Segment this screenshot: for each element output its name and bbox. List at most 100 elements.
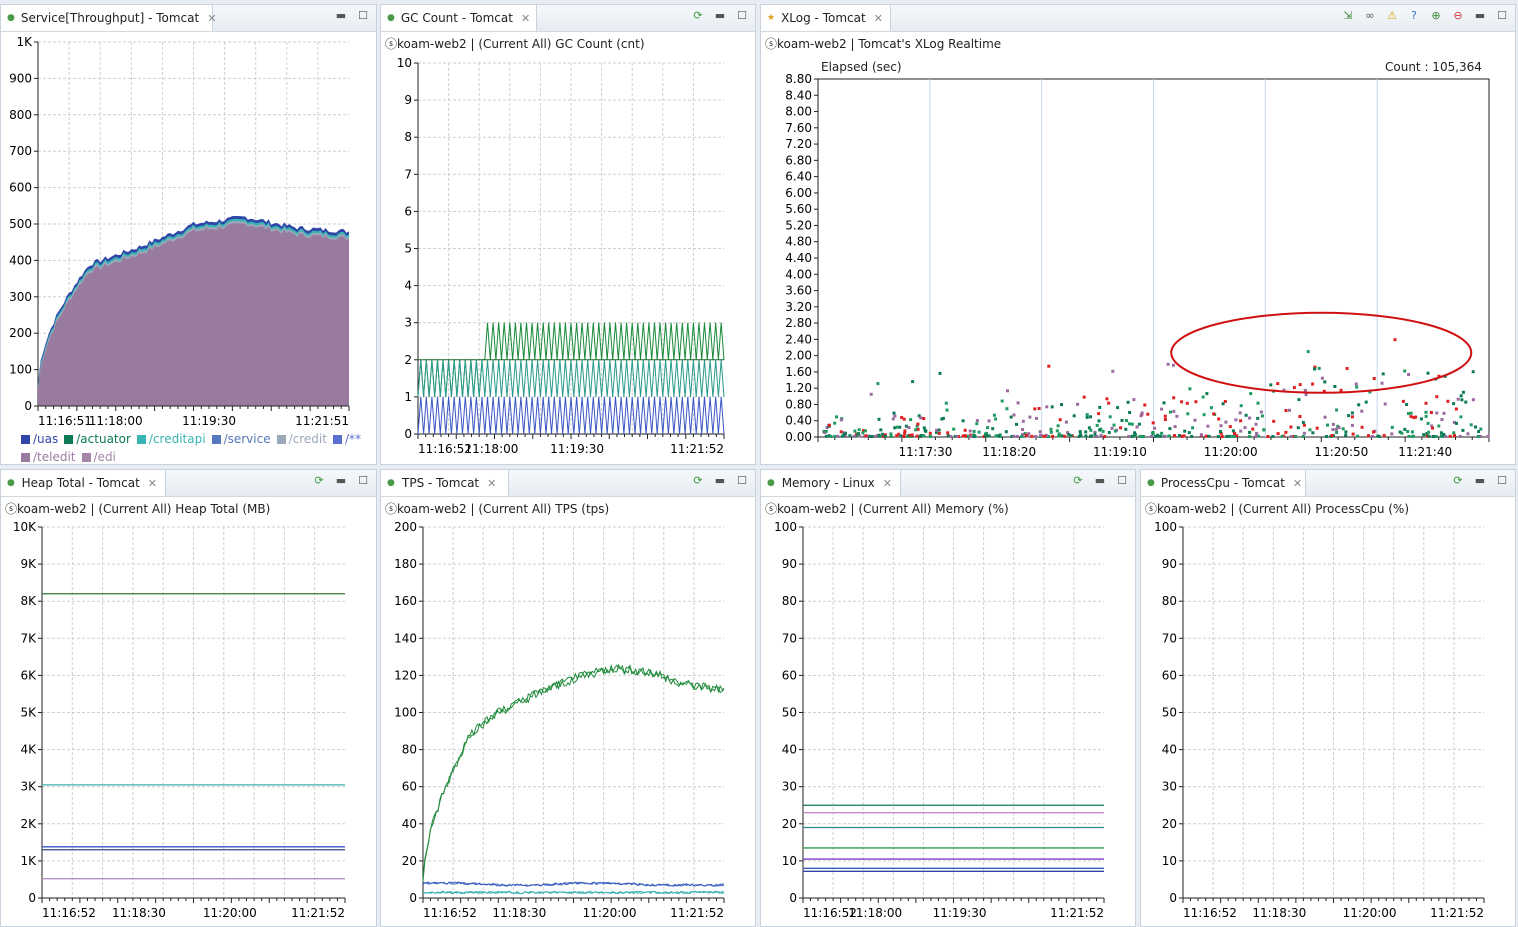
legend-label: /credit <box>288 432 327 446</box>
maximize-icon[interactable]: ☐ <box>358 474 368 487</box>
xlog-point <box>907 433 911 437</box>
maximize-icon[interactable]: ☐ <box>737 474 747 487</box>
legend-swatch <box>81 453 91 462</box>
y-tick-label: 2 <box>404 353 412 367</box>
zoom-in-icon[interactable]: ⊕ <box>1431 9 1441 22</box>
xlog-point <box>1201 395 1205 399</box>
minimize-icon[interactable]: ▬ <box>1474 9 1486 22</box>
close-icon[interactable]: ✕ <box>147 476 157 490</box>
xlog-point <box>1323 415 1327 419</box>
maximize-icon[interactable]: ☐ <box>358 9 368 22</box>
xlog-point <box>1383 402 1387 406</box>
xlog-point <box>1301 434 1305 438</box>
export-icon[interactable]: ⇲ <box>1343 9 1353 22</box>
maximize-icon[interactable]: ☐ <box>1117 474 1127 487</box>
xlog-point <box>1021 433 1025 436</box>
legend-item[interactable]: /actuator <box>64 431 131 448</box>
close-icon[interactable]: ✕ <box>487 476 497 490</box>
y-tick-label: 4.80 <box>785 235 812 249</box>
y-tick-label: 8 <box>404 130 412 144</box>
maximize-icon[interactable]: ☐ <box>1497 9 1507 22</box>
x-tick-label: 11:21:52 <box>1430 906 1484 920</box>
xlog-point <box>1143 403 1147 407</box>
legend-item[interactable]: /uas <box>21 431 58 448</box>
refresh-icon[interactable]: ⟳ <box>1453 474 1463 487</box>
refresh-icon[interactable]: ⟳ <box>1073 474 1083 487</box>
tab-xlog[interactable]: ★ XLog - Tomcat ✕ <box>761 5 891 31</box>
tab-throughput[interactable]: ● Service[Throughput] - Tomcat ✕ <box>1 5 217 31</box>
xlog-point <box>891 417 895 421</box>
y-tick-label: 70 <box>782 631 797 645</box>
xlog-point <box>1030 434 1034 438</box>
xlog-point <box>1331 422 1335 426</box>
xlog-point <box>952 427 956 431</box>
tab-tps[interactable]: ● TPS - Tomcat ✕ <box>381 470 509 496</box>
close-icon[interactable]: ✕ <box>1292 476 1303 490</box>
refresh-icon[interactable]: ⟳ <box>693 474 703 487</box>
legend-item[interactable]: /credit <box>276 431 327 448</box>
close-icon[interactable]: ✕ <box>207 11 217 25</box>
xlog-point <box>1082 395 1086 399</box>
tab-cpu[interactable]: ● ProcessCpu - Tomcat ✕ <box>1141 470 1306 496</box>
y-tick-label: 800 <box>9 108 32 122</box>
refresh-icon[interactable]: ⟳ <box>693 9 703 22</box>
close-icon[interactable]: ✕ <box>873 11 883 25</box>
xlog-point <box>1298 415 1302 418</box>
xlog-point <box>1282 434 1286 438</box>
xlog-point <box>1093 430 1097 434</box>
xlog-point <box>1055 429 1059 433</box>
xlog-point <box>903 431 907 435</box>
y-tick-label: 9K <box>20 557 37 571</box>
close-icon[interactable]: ✕ <box>882 476 892 490</box>
xlog-point <box>1160 431 1164 435</box>
xlog-point <box>914 428 918 432</box>
xlog-point <box>937 428 941 432</box>
xlog-point <box>1087 426 1091 430</box>
legend-item[interactable]: /** <box>332 431 361 448</box>
legend-item[interactable]: /service <box>211 431 271 448</box>
xlog-point <box>1084 434 1088 438</box>
minimize-icon[interactable]: ▬ <box>335 474 347 487</box>
minimize-icon[interactable]: ▬ <box>1094 474 1106 487</box>
minimize-icon[interactable]: ▬ <box>335 9 347 22</box>
zoom-out-icon[interactable]: ⊖ <box>1453 9 1463 22</box>
xlog-point <box>1012 413 1016 417</box>
xlog-point <box>910 433 914 437</box>
xlog-point <box>862 429 865 433</box>
xlog-point <box>1230 434 1233 438</box>
xlog-point <box>835 415 838 419</box>
maximize-icon[interactable]: ☐ <box>1497 474 1507 487</box>
link-icon[interactable]: ∞ <box>1365 9 1375 22</box>
warning-icon[interactable]: ⚠ <box>1387 9 1397 22</box>
tps-tabbar: ● TPS - Tomcat ✕ ⟳ ▬ ☐ <box>381 470 755 497</box>
minimize-icon[interactable]: ▬ <box>1474 474 1486 487</box>
minimize-icon[interactable]: ▬ <box>714 9 726 22</box>
legend-item[interactable]: /teledit <box>21 449 76 464</box>
xlog-point <box>1434 435 1438 438</box>
close-icon[interactable]: ✕ <box>520 11 531 25</box>
xlog-point <box>1308 428 1312 432</box>
tab-title: XLog - Tomcat <box>781 11 866 25</box>
legend-item[interactable]: /creditapi <box>136 431 206 448</box>
help-icon[interactable]: ? <box>1411 9 1417 22</box>
refresh-icon[interactable]: ⟳ <box>314 474 324 487</box>
xlog-point <box>1266 435 1270 438</box>
tab-memory[interactable]: ● Memory - Linux ✕ <box>761 470 901 496</box>
minimize-icon[interactable]: ▬ <box>714 474 726 487</box>
xlog-chart[interactable]: 8.80 8.40 8.00 7.60 7.20 6.80 6.40 6.00 5.60 5.20… <box>761 5 1516 465</box>
x-tick-label: 11:21:52 <box>670 442 724 456</box>
xlog-point <box>1099 433 1103 437</box>
x-tick-label: 11:16:51 <box>38 414 92 428</box>
tab-heap[interactable]: ● Heap Total - Tomcat ✕ <box>1 470 166 496</box>
xlog-point <box>1223 400 1227 403</box>
xlog-point <box>1128 411 1132 414</box>
xlog-point <box>893 414 897 418</box>
tab-gc[interactable]: ● GC Count - Tomcat ✕ <box>381 5 537 31</box>
xlog-count: Count : 105,364 <box>1385 60 1482 74</box>
cpu-subtitle: ⓢkoam-web2 | (Current All) ProcessCpu (%… <box>1145 502 1410 516</box>
legend-item[interactable]: /edi <box>81 449 116 464</box>
xlog-point <box>915 424 919 428</box>
xlog-point <box>1133 432 1137 436</box>
maximize-icon[interactable]: ☐ <box>737 9 747 22</box>
xlog-point <box>1016 401 1020 405</box>
